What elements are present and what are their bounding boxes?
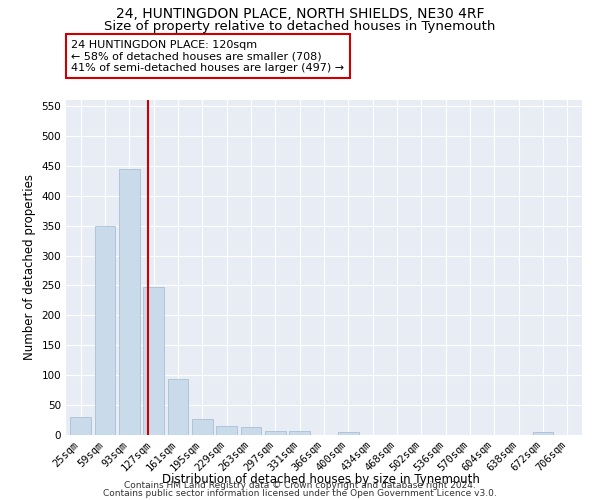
Bar: [338, 432, 359, 435]
Y-axis label: Number of detached properties: Number of detached properties: [23, 174, 36, 360]
Bar: [289, 432, 310, 435]
Bar: [167, 380, 188, 435]
Bar: [143, 286, 164, 435]
Text: Contains public sector information licensed under the Open Government Licence v3: Contains public sector information licen…: [103, 489, 497, 498]
Text: Distribution of detached houses by size in Tynemouth: Distribution of detached houses by size …: [162, 472, 480, 486]
Bar: [241, 427, 262, 435]
Bar: [216, 426, 237, 435]
Bar: [533, 432, 553, 435]
Text: Size of property relative to detached houses in Tynemouth: Size of property relative to detached ho…: [104, 20, 496, 33]
Text: Contains HM Land Registry data © Crown copyright and database right 2024.: Contains HM Land Registry data © Crown c…: [124, 481, 476, 490]
Bar: [70, 417, 91, 435]
Bar: [192, 419, 212, 435]
Bar: [119, 169, 140, 435]
Text: 24, HUNTINGDON PLACE, NORTH SHIELDS, NE30 4RF: 24, HUNTINGDON PLACE, NORTH SHIELDS, NE3…: [116, 8, 484, 22]
Bar: [265, 431, 286, 435]
Text: 24 HUNTINGDON PLACE: 120sqm
← 58% of detached houses are smaller (708)
41% of se: 24 HUNTINGDON PLACE: 120sqm ← 58% of det…: [71, 40, 344, 73]
Bar: [95, 226, 115, 435]
